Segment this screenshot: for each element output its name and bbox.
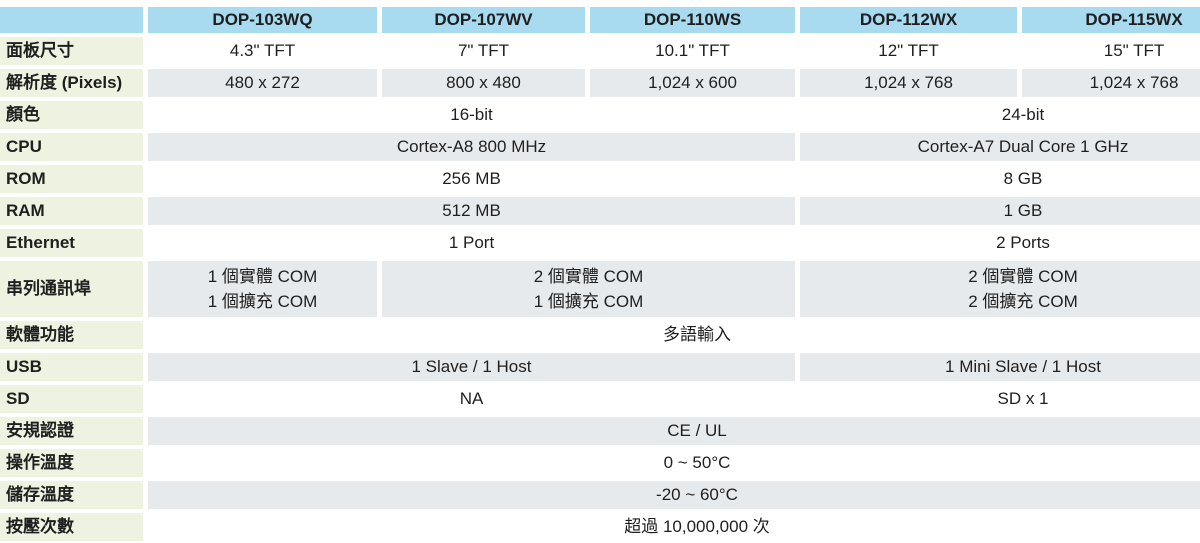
row-label-certification: 安規認證: [0, 417, 143, 445]
spec-value-cell: Cortex-A7 Dual Core 1 GHz: [800, 133, 1200, 161]
row-label-serial-ports: 串列通訊埠: [0, 261, 143, 317]
spec-value-cell: 1 個實體 COM 1 個擴充 COM: [148, 261, 377, 317]
serial-line: 1 個擴充 COM: [533, 292, 644, 311]
row-label-storage-temp: 儲存溫度: [0, 481, 143, 509]
column-header-dop-115wx: DOP-115WX: [1022, 7, 1200, 33]
spec-value-cell: 1,024 x 768: [800, 69, 1017, 97]
serial-line: 2 個實體 COM: [968, 267, 1078, 286]
spec-value-cell: 512 MB: [148, 197, 795, 225]
row-label-resolution: 解析度 (Pixels): [0, 69, 143, 97]
serial-line: 1 個擴充 COM: [207, 292, 318, 311]
spec-value-cell: 7" TFT: [382, 37, 585, 65]
spec-value-cell: 480 x 272: [148, 69, 377, 97]
spec-value-cell: 4.3" TFT: [148, 37, 377, 65]
row-label-software: 軟體功能: [0, 321, 143, 349]
serial-line: 2 個實體 COM: [533, 267, 644, 286]
spec-value-cell: 2 個實體 COM 1 個擴充 COM: [382, 261, 795, 317]
spec-value-cell: 8 GB: [800, 165, 1200, 193]
spec-value-cell: 16-bit: [148, 101, 795, 129]
spec-value-cell: 1 Port: [148, 229, 795, 257]
row-label-cpu: CPU: [0, 133, 143, 161]
serial-line: 2 個擴充 COM: [968, 292, 1078, 311]
spec-value-cell: 2 個實體 COM 2 個擴充 COM: [800, 261, 1200, 317]
row-label-press-cycles: 按壓次數: [0, 513, 143, 541]
spec-value-cell: SD x 1: [800, 385, 1200, 413]
spec-value-cell: Cortex-A8 800 MHz: [148, 133, 795, 161]
spec-value-cell: 多語輸入: [148, 321, 1200, 349]
spec-value-cell: -20 ~ 60°C: [148, 481, 1200, 509]
spec-value-cell: 1,024 x 600: [590, 69, 795, 97]
spec-value-cell: 24-bit: [800, 101, 1200, 129]
spec-value-cell: 1 Slave / 1 Host: [148, 353, 795, 381]
spec-value-cell: 12" TFT: [800, 37, 1017, 65]
row-label-ram: RAM: [0, 197, 143, 225]
column-header-dop-112wx: DOP-112WX: [800, 7, 1017, 33]
row-label-panel-size: 面板尺寸: [0, 37, 143, 65]
column-header-blank: [0, 7, 143, 33]
row-label-sd: SD: [0, 385, 143, 413]
spec-value-cell: 15" TFT: [1022, 37, 1200, 65]
spec-value-cell: 800 x 480: [382, 69, 585, 97]
column-header-dop-110ws: DOP-110WS: [590, 7, 795, 33]
row-label-rom: ROM: [0, 165, 143, 193]
spec-value-cell: 2 Ports: [800, 229, 1200, 257]
row-label-operating-temp: 操作溫度: [0, 449, 143, 477]
spec-table: DOP-103WQ DOP-107WV DOP-110WS DOP-112WX …: [0, 7, 1200, 541]
spec-value-cell: 超過 10,000,000 次: [148, 513, 1200, 541]
serial-line: 1 個實體 COM: [207, 267, 318, 286]
spec-value-cell: CE / UL: [148, 417, 1200, 445]
row-label-usb: USB: [0, 353, 143, 381]
row-label-ethernet: Ethernet: [0, 229, 143, 257]
spec-value-cell: NA: [148, 385, 795, 413]
spec-value-cell: 1 Mini Slave / 1 Host: [800, 353, 1200, 381]
spec-value-cell: 0 ~ 50°C: [148, 449, 1200, 477]
spec-value-cell: 1 GB: [800, 197, 1200, 225]
spec-value-cell: 1,024 x 768: [1022, 69, 1200, 97]
spec-value-cell: 10.1" TFT: [590, 37, 795, 65]
column-header-dop-107wv: DOP-107WV: [382, 7, 585, 33]
column-header-dop-103wq: DOP-103WQ: [148, 7, 377, 33]
row-label-color: 顏色: [0, 101, 143, 129]
spec-value-cell: 256 MB: [148, 165, 795, 193]
